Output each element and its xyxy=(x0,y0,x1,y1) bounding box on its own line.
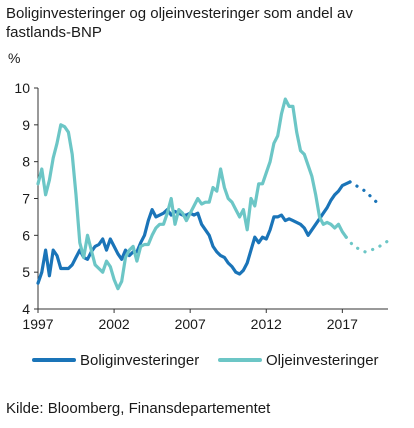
legend-label-boliginvesteringer: Boliginvesteringer xyxy=(80,352,199,369)
x-tick-label: 2007 xyxy=(175,316,206,332)
y-tick-label: 8 xyxy=(22,154,30,170)
series-line-oljeinvesteringer xyxy=(36,97,348,291)
x-tick-label: 2012 xyxy=(251,316,282,332)
y-tick-label: 4 xyxy=(22,301,30,317)
x-tick-label: 1997 xyxy=(22,316,53,332)
chart-axes: 4 5 6 7 8 9 10 1997 2002 2007 2012 2017 xyxy=(14,80,388,332)
y-tick-label: 7 xyxy=(22,191,30,207)
y-tick-label: 6 xyxy=(22,227,30,243)
series-projection-boliginvesteringer xyxy=(348,180,382,208)
series-projection-oljeinvesteringer xyxy=(344,235,390,254)
source-note: Kilde: Bloomberg, Finansdepartementet xyxy=(6,400,271,417)
series-line-boliginvesteringer xyxy=(36,180,352,285)
x-tick-label: 2017 xyxy=(327,316,358,332)
x-tick-label: 2002 xyxy=(99,316,130,332)
y-tick-label: 10 xyxy=(14,80,30,96)
chart-title: Boliginvesteringer og oljeinvesteringer … xyxy=(6,5,353,41)
chart-legend: Boliginvesteringer Oljeinvesteringer xyxy=(32,352,379,369)
y-tick-label: 5 xyxy=(22,264,30,280)
chart-series xyxy=(36,97,390,291)
y-axis-unit: % xyxy=(8,50,21,66)
y-tick-label: 9 xyxy=(22,117,30,133)
legend-label-oljeinvesteringer: Oljeinvesteringer xyxy=(266,352,379,369)
line-chart: 4 5 6 7 8 9 10 1997 2002 2007 2012 2017 Boliginvest… xyxy=(14,80,390,369)
